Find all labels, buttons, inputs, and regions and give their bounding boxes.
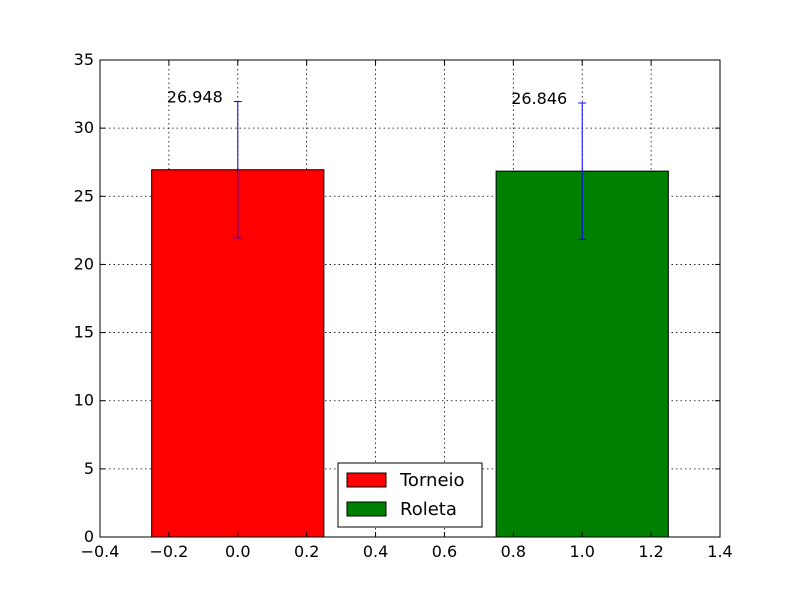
x-tick-label: 0.4 (363, 542, 388, 561)
legend: Torneio Roleta (337, 462, 483, 528)
y-tick-label: 10 (74, 391, 94, 410)
data-label: 26.846 (511, 89, 567, 108)
error-bars (233, 101, 587, 240)
x-tick-label: 0.2 (294, 542, 319, 561)
y-tick-label: 0 (84, 527, 94, 546)
y-tick-label: 15 (74, 323, 94, 342)
x-tick-label: −0.2 (149, 542, 188, 561)
x-tick-label: 0.0 (225, 542, 250, 561)
y-tick-label: 35 (74, 50, 94, 69)
ticks: −0.4 −0.2 0.0 0.2 0.4 0.6 0.8 1.0 1.2 1.4 0 5 10 15 20… (74, 50, 733, 561)
y-tick-label: 5 (84, 459, 94, 478)
x-tick-label: 1.2 (638, 542, 663, 561)
x-tick-label: 1.4 (707, 542, 732, 561)
y-tick-label: 25 (74, 186, 94, 205)
legend-swatch-roleta (346, 501, 387, 517)
x-tick-label: 1.0 (569, 542, 594, 561)
x-tick-label: −0.4 (81, 542, 120, 561)
legend-label-roleta: Roleta (400, 499, 457, 520)
data-labels: 26.948 26.846 (167, 87, 567, 108)
axes-frame (99, 59, 721, 538)
y-tick-label: 30 (74, 118, 94, 137)
legend-label-torneio: Torneio (399, 470, 465, 491)
data-label: 26.948 (167, 87, 223, 106)
y-tick-label: 20 (74, 254, 94, 273)
x-tick-label: 0.8 (501, 542, 526, 561)
x-tick-label: 0.6 (432, 542, 457, 561)
legend-swatch-torneio (346, 472, 387, 488)
